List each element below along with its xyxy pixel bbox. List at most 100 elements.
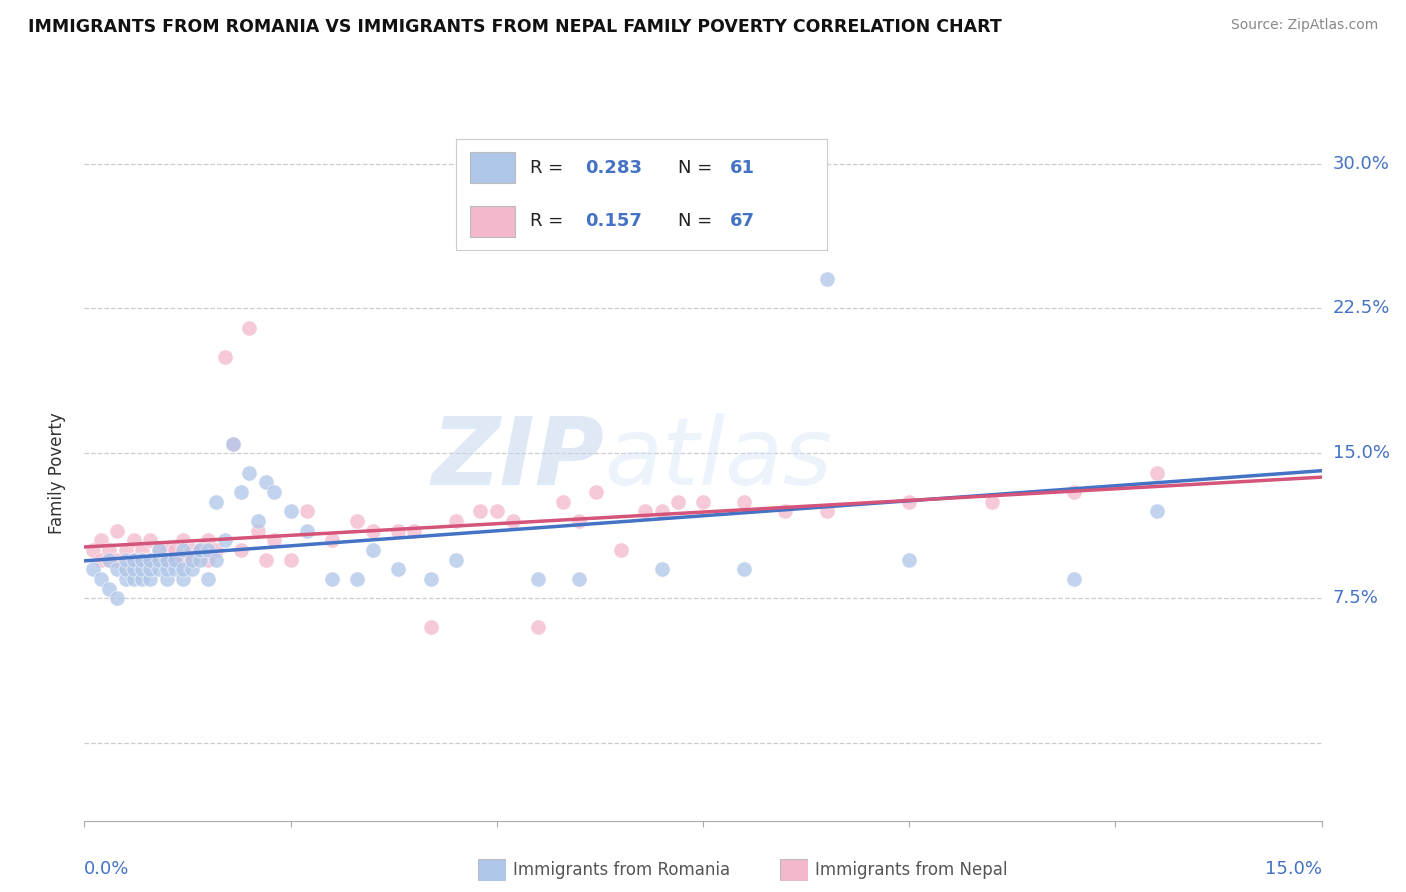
Point	[1146, 504, 1168, 518]
Text: Immigrants from Nepal: Immigrants from Nepal	[815, 861, 1008, 879]
Point	[148, 552, 170, 567]
Point	[114, 552, 136, 567]
Point	[1063, 485, 1085, 500]
Point	[139, 572, 162, 586]
Text: 30.0%: 30.0%	[1333, 154, 1389, 172]
Point	[98, 552, 121, 567]
Point	[585, 485, 607, 500]
Point	[180, 543, 202, 558]
Point	[148, 552, 170, 567]
Point	[148, 543, 170, 558]
Point	[551, 494, 574, 508]
Y-axis label: Family Poverty: Family Poverty	[48, 412, 66, 533]
Point	[114, 572, 136, 586]
Point	[1063, 572, 1085, 586]
Point	[346, 572, 368, 586]
Text: 0.0%: 0.0%	[84, 860, 129, 878]
Point	[444, 552, 467, 567]
Point	[197, 533, 219, 548]
Text: ZIP: ZIP	[432, 413, 605, 505]
Point	[346, 514, 368, 528]
Point	[131, 562, 153, 576]
Point	[485, 504, 508, 518]
Point	[188, 543, 211, 558]
Point	[444, 514, 467, 528]
Point	[527, 620, 550, 634]
Point	[165, 562, 187, 576]
Point	[131, 552, 153, 567]
Point	[502, 514, 524, 528]
Point	[139, 533, 162, 548]
Point	[90, 552, 112, 567]
Text: 7.5%: 7.5%	[1333, 590, 1379, 607]
Point	[321, 533, 343, 548]
Point	[815, 272, 838, 286]
Point	[98, 582, 121, 596]
Point	[238, 321, 260, 335]
Point	[122, 562, 145, 576]
Point	[246, 514, 269, 528]
Point	[156, 552, 179, 567]
Point	[131, 552, 153, 567]
Point	[222, 436, 245, 450]
Point	[188, 552, 211, 567]
Point	[205, 543, 228, 558]
Point	[470, 504, 492, 518]
Point	[246, 524, 269, 538]
Point	[114, 562, 136, 576]
Point	[361, 524, 384, 538]
Point	[238, 466, 260, 480]
Text: Immigrants from Romania: Immigrants from Romania	[513, 861, 730, 879]
Point	[387, 562, 409, 576]
Point	[122, 552, 145, 567]
Point	[82, 543, 104, 558]
Point	[214, 533, 236, 548]
Point	[527, 572, 550, 586]
Point	[651, 504, 673, 518]
Point	[568, 514, 591, 528]
Text: IMMIGRANTS FROM ROMANIA VS IMMIGRANTS FROM NEPAL FAMILY POVERTY CORRELATION CHAR: IMMIGRANTS FROM ROMANIA VS IMMIGRANTS FR…	[28, 18, 1002, 36]
Point	[180, 562, 202, 576]
Point	[295, 504, 318, 518]
Point	[188, 543, 211, 558]
Point	[280, 504, 302, 518]
Point	[122, 552, 145, 567]
Point	[105, 562, 128, 576]
Point	[733, 562, 755, 576]
Point	[692, 494, 714, 508]
Point	[165, 552, 187, 567]
Point	[361, 543, 384, 558]
Point	[980, 494, 1002, 508]
Point	[568, 572, 591, 586]
Point	[280, 552, 302, 567]
Point	[172, 543, 194, 558]
Point	[122, 552, 145, 567]
Point	[609, 543, 631, 558]
Point	[634, 504, 657, 518]
Point	[254, 475, 277, 490]
Point	[139, 562, 162, 576]
Point	[156, 552, 179, 567]
Point	[139, 552, 162, 567]
Point	[180, 552, 202, 567]
Point	[131, 572, 153, 586]
Point	[263, 533, 285, 548]
Point	[485, 234, 508, 248]
Point	[139, 552, 162, 567]
Point	[1146, 466, 1168, 480]
Point	[139, 552, 162, 567]
Point	[156, 572, 179, 586]
Point	[419, 572, 441, 586]
Point	[222, 436, 245, 450]
Point	[156, 543, 179, 558]
Point	[114, 543, 136, 558]
Point	[404, 524, 426, 538]
Point	[148, 562, 170, 576]
Point	[82, 562, 104, 576]
Point	[205, 552, 228, 567]
Point	[105, 591, 128, 606]
Point	[419, 620, 441, 634]
Point	[321, 572, 343, 586]
Point	[197, 552, 219, 567]
Point	[898, 552, 921, 567]
